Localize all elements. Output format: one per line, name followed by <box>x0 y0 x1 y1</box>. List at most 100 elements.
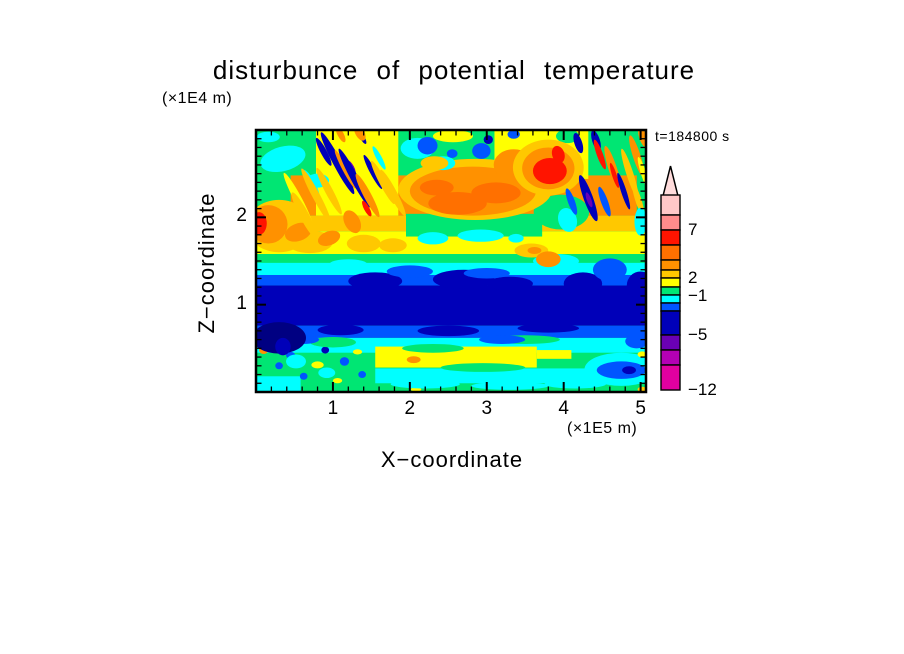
contour-feature <box>637 351 646 358</box>
colorbar-segment <box>660 349 681 366</box>
x-tick-label: 1 <box>327 398 339 419</box>
colorbar-segment <box>660 364 681 391</box>
colorbar-segment <box>660 277 681 288</box>
contour-feature <box>318 367 336 379</box>
contour-feature <box>256 322 306 354</box>
contour-feature <box>372 146 386 170</box>
contour-feature <box>417 136 438 155</box>
x-tick-label: 4 <box>558 398 569 419</box>
contour-feature <box>260 145 306 173</box>
y-axis-title: Z−coordinate <box>194 192 219 334</box>
contour-feature <box>457 229 504 242</box>
contour-feature <box>432 130 473 143</box>
time-annotation: t=184800 s <box>655 128 730 144</box>
contour-feature <box>551 145 565 163</box>
contour-feature <box>339 357 350 366</box>
contour-feature <box>463 267 510 279</box>
colorbar <box>660 165 681 391</box>
contour-feature <box>275 362 283 370</box>
x-axis-title: X−coordinate <box>380 447 524 472</box>
contour-feature <box>332 378 343 384</box>
contour-feature <box>386 265 433 278</box>
contour-feature <box>592 258 627 282</box>
contour-feature <box>320 132 355 195</box>
contour-feature <box>363 154 383 189</box>
contour-feature <box>532 157 567 185</box>
contour-feature <box>390 379 460 389</box>
contour-band <box>536 350 572 359</box>
contour-feature <box>379 238 407 253</box>
colorbar-level-label: −5 <box>688 325 708 344</box>
contour-feature <box>275 337 291 356</box>
contour-feature <box>585 192 593 208</box>
colorbar-segment <box>660 310 681 336</box>
contour-feature <box>598 186 611 217</box>
contour-feature <box>428 192 487 215</box>
contour-feature <box>355 173 380 218</box>
contour-feature <box>483 135 493 144</box>
page-title: disturbunce of potential temperature <box>212 55 696 85</box>
colorbar-segment <box>660 286 681 296</box>
contour-feature <box>634 207 646 236</box>
colorbar-segment <box>660 194 681 216</box>
contour-feature <box>417 325 480 337</box>
contour-feature <box>508 233 524 243</box>
contour-feature <box>348 272 403 290</box>
contour-feature <box>527 247 542 255</box>
contour-feature <box>419 179 454 196</box>
contour-feature <box>420 156 449 171</box>
contour-feature <box>301 168 331 223</box>
contour-feature <box>596 361 646 379</box>
colorbar-segment <box>660 229 681 246</box>
contour-band <box>256 376 301 392</box>
contour-feature <box>486 276 533 291</box>
contour-feature <box>309 336 356 348</box>
colorbar-segment <box>660 294 681 304</box>
contour-feature <box>446 149 458 158</box>
colorbar-level-label: −12 <box>688 380 717 399</box>
colorbar-segment <box>660 259 681 271</box>
colorbar-level-label: −1 <box>688 286 708 305</box>
contour-feature <box>256 212 267 235</box>
colorbar-segment <box>660 269 681 279</box>
contour-feature <box>321 346 330 354</box>
contour-feature <box>593 139 606 170</box>
contour-feature <box>315 137 332 166</box>
contour-feature <box>380 169 406 217</box>
y-tick-label: 1 <box>236 292 247 314</box>
colorbar-arrow <box>662 165 679 197</box>
contour-feature <box>334 149 356 189</box>
colorbar-level-label: 2 <box>688 268 698 287</box>
contour-feature <box>563 272 603 296</box>
contour-feature <box>256 131 280 143</box>
contour-feature <box>609 162 620 188</box>
colorbar-segment <box>660 214 681 231</box>
colorbar-segment <box>660 302 681 312</box>
contour-feature <box>557 207 578 232</box>
contour-feature <box>622 366 636 375</box>
colorbar-level-label: 7 <box>688 220 698 239</box>
contour-feature <box>317 230 341 246</box>
contour-feature <box>471 182 521 204</box>
contour-feature <box>311 361 324 369</box>
contour-feature <box>573 133 584 154</box>
contour-feature <box>329 259 368 270</box>
axis-ticks <box>256 130 646 392</box>
contour-feature <box>354 130 366 141</box>
contour-feature <box>358 371 366 379</box>
y-tick-label: 2 <box>236 205 247 227</box>
contour-feature <box>507 130 520 139</box>
contour-feature <box>440 363 526 372</box>
contour-feature <box>565 188 578 215</box>
contour-feature <box>317 324 364 336</box>
contour-feature <box>544 379 606 389</box>
contour-feature <box>286 354 306 369</box>
x-tick-label: 5 <box>635 398 646 419</box>
colorbar-segment <box>660 244 681 261</box>
contour-feature <box>291 192 318 239</box>
contour-feature <box>284 222 312 242</box>
y-axis-unit: (×1E4 m) <box>162 90 233 107</box>
x-tick-label: 2 <box>404 398 416 419</box>
